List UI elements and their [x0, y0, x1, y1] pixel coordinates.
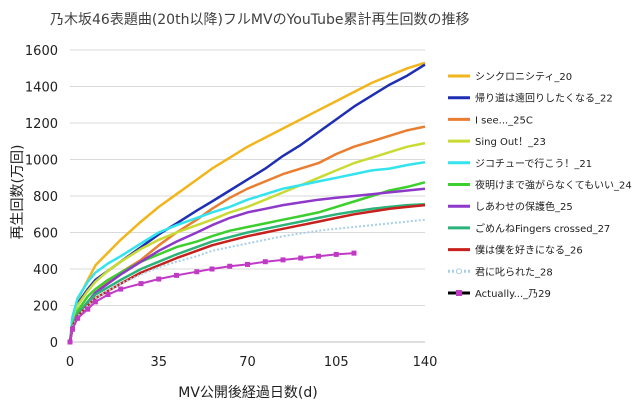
- series-marker: [245, 261, 250, 267]
- legend-label: しあわせの保護色_25: [475, 200, 573, 213]
- legend-label: Actually..._乃29: [475, 289, 551, 300]
- x-tick-label: 0: [66, 355, 74, 370]
- series-line: [68, 160, 426, 343]
- x-tick-labels: 0 35 70 105 140: [66, 355, 438, 370]
- x-tick-label: 70: [239, 355, 256, 370]
- y-tick-label: 800: [33, 190, 58, 205]
- legend: シンクロニシティ_20 帰り道は遠回りしたくなる_22 I see..._25C Si…: [448, 71, 632, 300]
- legend-marker: [456, 290, 462, 296]
- series-line: [68, 63, 426, 343]
- legend-label: シンクロニシティ_20: [475, 71, 572, 83]
- series-marker: [209, 266, 215, 272]
- series-marker: [105, 292, 111, 298]
- series-marker: [333, 251, 339, 257]
- series-marker: [75, 315, 81, 321]
- y-tick-label: 1400: [25, 81, 58, 96]
- legend-label: Sing Out！_23: [475, 137, 546, 148]
- y-tick-label: 1200: [25, 117, 58, 132]
- series-marker: [262, 259, 268, 265]
- series-line: [68, 181, 426, 343]
- series-marker: [194, 269, 200, 275]
- series-marker: [92, 299, 98, 305]
- series-line: [68, 61, 426, 343]
- series-lines: [67, 61, 426, 345]
- series-line: [68, 141, 426, 343]
- legend-label: 僕は僕を好きになる_26: [475, 244, 583, 257]
- y-tick-label: 1600: [25, 44, 58, 59]
- series-marker: [138, 281, 144, 287]
- x-tick-label: 35: [150, 355, 167, 370]
- x-tick-label: 140: [413, 355, 438, 370]
- series-marker: [85, 306, 91, 312]
- y-tick-label: 400: [33, 263, 58, 278]
- series-marker: [227, 263, 233, 269]
- series-marker: [174, 272, 179, 278]
- series-line: [68, 202, 426, 343]
- legend-label: ジコチューで行こう！_21: [475, 157, 592, 170]
- series-marker: [70, 326, 76, 332]
- series-line: [69, 218, 426, 343]
- gridlines: [70, 49, 425, 306]
- y-axis-label: 再生回数(万回): [10, 145, 26, 240]
- legend-label: ごめんねFingers crossed_27: [475, 222, 610, 235]
- y-tick-label: 600: [33, 227, 58, 242]
- series-marker: [351, 250, 357, 256]
- legend-label: 夜明けまで強がらなくてもいい_24: [475, 179, 632, 192]
- legend-label: 君に叱られた_28: [475, 266, 553, 278]
- legend-marker: [456, 268, 462, 275]
- series-marker: [316, 253, 321, 259]
- series-marker: [67, 339, 73, 345]
- chart-title: 乃木坂46表題曲(20th以降)フルMVのYouTube累計再生回数の推移: [50, 12, 470, 28]
- legend-label: 帰り道は遠回りしたくなる_22: [475, 92, 613, 105]
- y-tick-label: 0: [50, 336, 58, 351]
- y-tick-label: 200: [33, 300, 58, 315]
- series-marker: [280, 257, 286, 263]
- x-axis-label: MV公開後経過日数(d): [178, 385, 317, 401]
- y-tick-labels: 0 200 400 600 800 1000 1200 1400 1600: [25, 44, 58, 351]
- series-marker: [118, 286, 124, 292]
- y-tick-label: 1000: [25, 154, 58, 169]
- x-tick-label: 105: [324, 355, 349, 370]
- legend-label: I see..._25C: [475, 115, 533, 126]
- series-marker: [156, 276, 162, 282]
- series-marker: [298, 255, 304, 261]
